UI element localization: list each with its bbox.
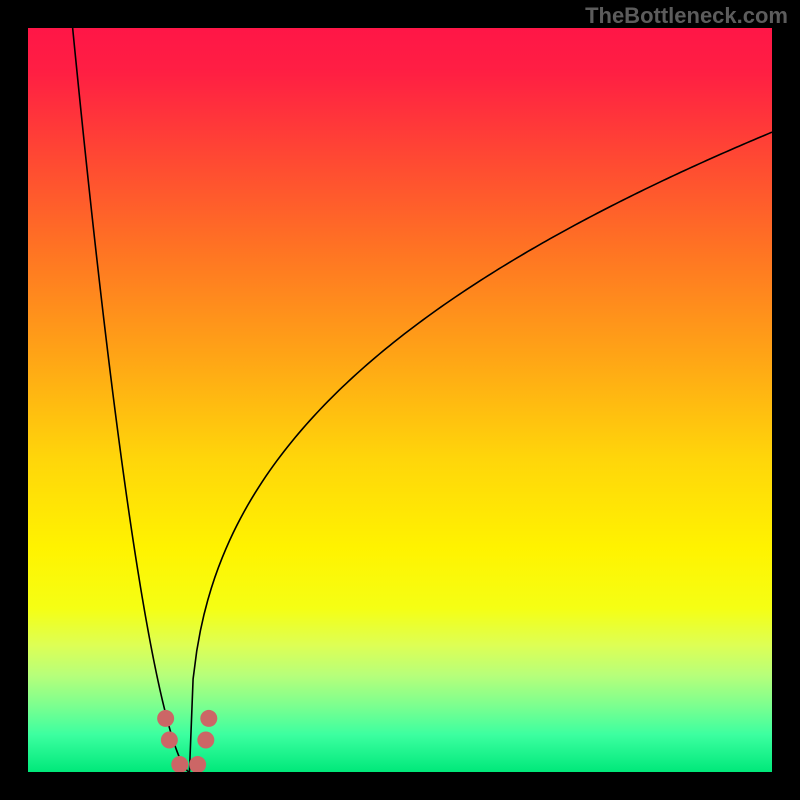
scatter-point xyxy=(171,756,188,772)
curve-right xyxy=(189,132,772,772)
watermark-text: TheBottleneck.com xyxy=(585,3,788,29)
scatter-point xyxy=(161,732,178,749)
scatter-point xyxy=(157,710,174,727)
chart-svg xyxy=(28,28,772,772)
scatter-point xyxy=(189,756,206,772)
curve-left xyxy=(73,28,190,772)
scatter-point xyxy=(197,732,214,749)
plot-area xyxy=(28,28,772,772)
scatter-point xyxy=(200,710,217,727)
